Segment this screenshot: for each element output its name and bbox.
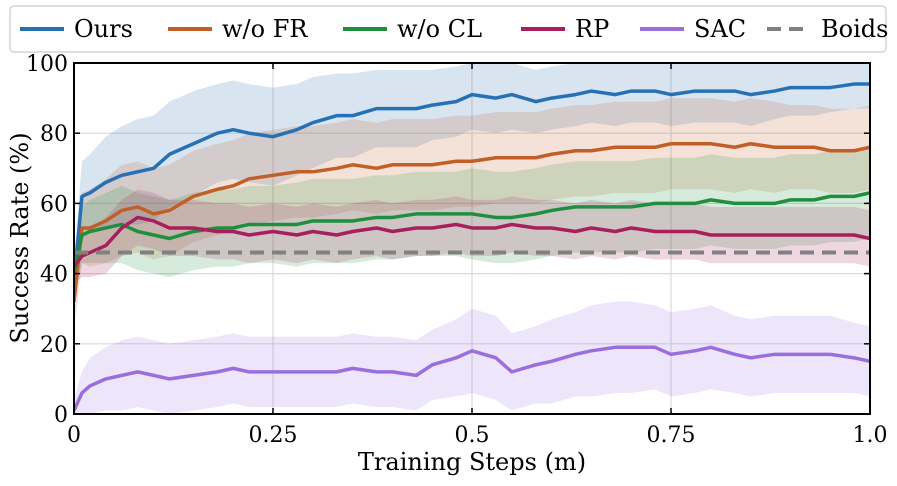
legend-item-boids: Boids [767,15,888,43]
x-tick-label: 0 [67,423,81,448]
y-tick-label: 40 [40,263,68,288]
axis-ticks: 0 0.25 0.5 0.75 1.0 0 20 40 60 80 100 [26,52,888,448]
x-tick-label: 0.25 [249,423,298,448]
series-line-w-o-cl [74,191,870,274]
series-line-w-o-fr [74,141,870,302]
x-tick-label: 1.0 [853,423,888,448]
series-line-sac [74,345,870,412]
legend-item-w-o-cl: w/o CL [343,15,482,43]
series-band-ours [74,63,870,309]
y-tick-label: 100 [26,52,68,77]
x-axis-label: Training Steps (m) [358,448,586,476]
x-tick-label: 0.75 [647,423,696,448]
series-line-rp [74,215,870,268]
series-band-rp [74,189,870,285]
plot-area: 0 0.25 0.5 0.75 1.0 0 20 40 60 80 100 [26,52,888,448]
x-tick-label: 0.5 [455,423,490,448]
series-band-w-o-fr [74,98,870,330]
legend-label-boids: Boids [821,15,888,43]
series-lines [74,82,870,412]
confidence-bands [74,63,870,414]
legend-item-ours: Ours [20,15,133,43]
legend-frame [9,5,887,53]
legend-label-rp: RP [575,15,609,43]
series-band-w-o-cl [74,147,870,299]
legend-label-sac: SAC [694,15,746,43]
legend-label-ours: Ours [74,15,133,43]
y-tick-label: 0 [54,403,68,428]
y-tick-label: 60 [40,192,68,217]
y-tick-label: 80 [40,122,68,147]
legend-item-rp: RP [521,15,609,43]
legend-label-w-o-cl: w/o CL [397,15,482,43]
series-band-sac [74,301,870,414]
legend-item-sac: SAC [640,15,746,43]
legend-item-w-o-fr: w/o FR [168,15,308,43]
y-axis-label: Success Rate (%) [6,132,34,343]
legend: Ours w/o FR w/o CL RP SAC Boids [9,5,888,53]
series-line-ours [74,82,870,285]
legend-label-w-o-fr: w/o FR [222,15,308,43]
y-tick-label: 20 [40,333,68,358]
